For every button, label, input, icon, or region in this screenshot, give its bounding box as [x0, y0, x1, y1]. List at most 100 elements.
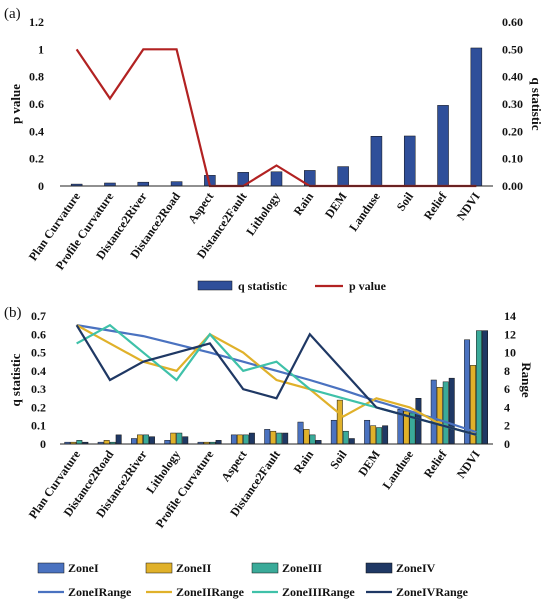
right-axis-title: Range: [519, 362, 534, 398]
legend-label-zoneiiirange: ZoneIIIRange: [282, 585, 355, 599]
left-tick-label: 1.2: [29, 15, 44, 29]
legend-label-q-statistic: q statistic: [238, 279, 288, 293]
bar-zoneii: [103, 440, 110, 445]
bar-zonei: [297, 421, 304, 445]
bar-zoneii: [270, 430, 277, 445]
bar-zoneiii: [342, 430, 349, 445]
right-tick-label: 6: [504, 382, 510, 396]
category-label: Rain: [291, 447, 317, 476]
right-tick-label: 0: [504, 437, 510, 451]
bar-zonei: [330, 419, 337, 445]
bar-zoneiii: [143, 434, 149, 445]
bar-q-statistic: [270, 171, 283, 187]
bar-zoneiv: [315, 440, 322, 445]
category-label: Soil: [327, 447, 350, 471]
bar-zoneiv: [482, 330, 488, 445]
left-tick-label: 0: [40, 437, 46, 451]
legend-label-zoneirange: ZoneIRange: [68, 585, 132, 599]
panel-label: (b): [4, 305, 22, 321]
bar-zoneiv: [415, 398, 422, 445]
bar-q-statistic: [337, 166, 349, 187]
bar-zoneiii: [276, 432, 283, 445]
left-tick-label: 0: [38, 179, 44, 193]
right-tick-label: 12: [504, 327, 516, 341]
left-tick-label: 0.4: [29, 124, 44, 138]
category-label: Aspect: [218, 448, 249, 484]
left-tick-label: 0.4: [31, 364, 46, 378]
category-label: NDVI: [454, 447, 483, 480]
left-axis-title: q statistic: [8, 353, 23, 406]
category-label: Rain: [291, 189, 317, 218]
right-tick-label: 2: [504, 419, 510, 433]
bar-zoneii: [137, 434, 143, 445]
left-axis-title: p value: [8, 84, 23, 124]
left-tick-label: 1: [38, 42, 44, 56]
bar-zoneiii: [442, 381, 449, 445]
legend-label-zoneii: ZoneII: [176, 561, 212, 575]
bar-zoneiv: [149, 436, 155, 445]
bar-zoneiii: [176, 432, 183, 445]
legend-a: q statistic p value: [197, 279, 387, 293]
bar-zoneiii: [242, 434, 249, 445]
left-tick-label: 0.8: [29, 70, 44, 84]
chart-panel-b: (b) 0 0.1 0.2 0.3 0.4 0.5 0.6 0.7 0 2 4 6 8 10 12 14 q st…: [4, 305, 534, 530]
legend-label-zoneiv: ZoneIV: [396, 561, 436, 575]
bar-zoneii: [370, 425, 377, 445]
left-tick-label: 0.1: [31, 419, 46, 433]
bar-zoneiv: [215, 440, 222, 445]
bar-q-statistic: [170, 181, 183, 187]
bar-zoneiv: [382, 425, 389, 445]
bar-zonei: [364, 419, 371, 445]
left-tick-label: 0.6: [29, 97, 44, 111]
bar-zoneiv: [182, 436, 189, 445]
line-p-value: [75, 48, 477, 188]
legend-swatch-zoneii: [145, 562, 173, 574]
legend-swatch-zonei: [37, 562, 65, 574]
right-tick-label: 14: [504, 309, 516, 323]
bar-zoneiv: [282, 432, 289, 445]
bar-q-statistic: [470, 47, 483, 187]
bar-zonei: [164, 440, 171, 445]
bar-q-statistic: [437, 105, 449, 187]
bar-zoneiv: [115, 434, 122, 445]
bar-zoneii: [236, 434, 243, 445]
bar-zonei: [230, 434, 237, 445]
left-tick-label: 0.5: [31, 346, 46, 360]
bar-zoneii: [336, 399, 343, 445]
bar-zoneiv: [448, 377, 455, 445]
bar-zoneiii: [376, 427, 383, 445]
legend-label-zoneivrange: ZoneIVRange: [396, 585, 469, 599]
legend-label-zoneiii: ZoneIII: [282, 561, 322, 575]
category-label: Aspect: [185, 190, 216, 226]
left-tick-label: 0.7: [31, 309, 46, 323]
legend-label-zoneiirange: ZoneIIRange: [176, 585, 245, 599]
category-label: Relief: [421, 189, 450, 222]
bar-zoneiii: [76, 440, 83, 445]
legend-label-p-value: p value: [349, 279, 387, 293]
bar-zoneii: [303, 429, 310, 445]
bar-zoneiv: [248, 432, 255, 445]
category-label: Landuse: [346, 189, 383, 234]
bar-zoneiii: [476, 330, 483, 445]
category-label: NDVI: [454, 189, 483, 222]
category-label: DEM: [322, 190, 350, 221]
legend-swatch-zoneiii: [251, 562, 279, 574]
bar-zoneiv: [348, 438, 355, 445]
right-tick-label: 0.40: [502, 70, 523, 84]
right-axis-title: q statistic: [529, 77, 544, 130]
legend-b: ZoneI ZoneII ZoneIII ZoneIV ZoneIRange ZoneII…: [37, 561, 469, 599]
legend-swatch-q-statistic: [197, 280, 233, 291]
right-tick-label: 0.10: [502, 152, 523, 166]
right-tick-label: 8: [504, 364, 510, 378]
left-tick-label: 0.6: [31, 327, 46, 341]
chart-panel-a: (a) 0 0.2 0.4 0.6 0.8 1 1.2 0.00 0.10 0.20 0.30 0.40…: [4, 6, 544, 272]
bar-q-statistic: [370, 136, 383, 187]
category-label: Relief: [421, 447, 450, 480]
bar-q-statistic: [137, 181, 150, 187]
bar-zonei: [264, 429, 271, 445]
right-tick-label: 0.50: [502, 42, 523, 56]
legend-swatch-zoneiv: [365, 562, 393, 574]
right-tick-label: 4: [504, 400, 510, 414]
right-tick-label: 0.20: [502, 124, 523, 138]
